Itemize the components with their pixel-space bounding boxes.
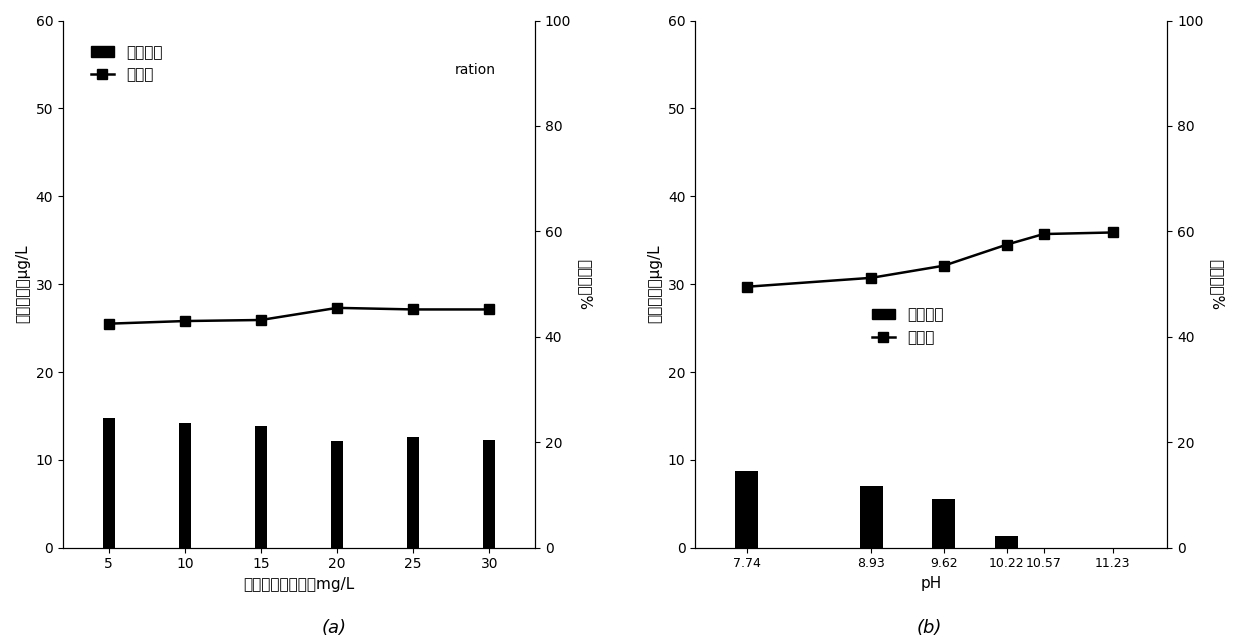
Y-axis label: 平衡浓度，μg/L: 平衡浓度，μg/L — [647, 245, 663, 323]
Bar — [860, 486, 883, 548]
Bar — [735, 472, 758, 548]
Bar — [331, 440, 343, 548]
Text: ration: ration — [455, 63, 496, 77]
Text: (a): (a) — [322, 619, 347, 636]
Bar — [932, 500, 955, 548]
Text: (b): (b) — [917, 619, 942, 636]
Bar — [408, 437, 419, 548]
X-axis label: 聚合氯化铝剂量，mg/L: 聚合氯化铝剂量，mg/L — [243, 577, 354, 592]
Legend: 平衡浓度, 去除率: 平衡浓度, 去除率 — [866, 302, 949, 351]
Bar — [995, 536, 1018, 548]
Bar — [483, 440, 496, 548]
X-axis label: pH: pH — [921, 576, 942, 591]
Y-axis label: 去除率，%: 去除率，% — [1209, 259, 1224, 310]
Bar — [178, 423, 191, 548]
Bar — [255, 426, 266, 548]
Legend: 平衡浓度, 去除率: 平衡浓度, 去除率 — [84, 39, 169, 89]
Y-axis label: 去除率，%: 去除率，% — [576, 259, 592, 310]
Y-axis label: 平衡浓度，μg/L: 平衡浓度，μg/L — [15, 245, 30, 323]
Bar — [103, 418, 115, 548]
